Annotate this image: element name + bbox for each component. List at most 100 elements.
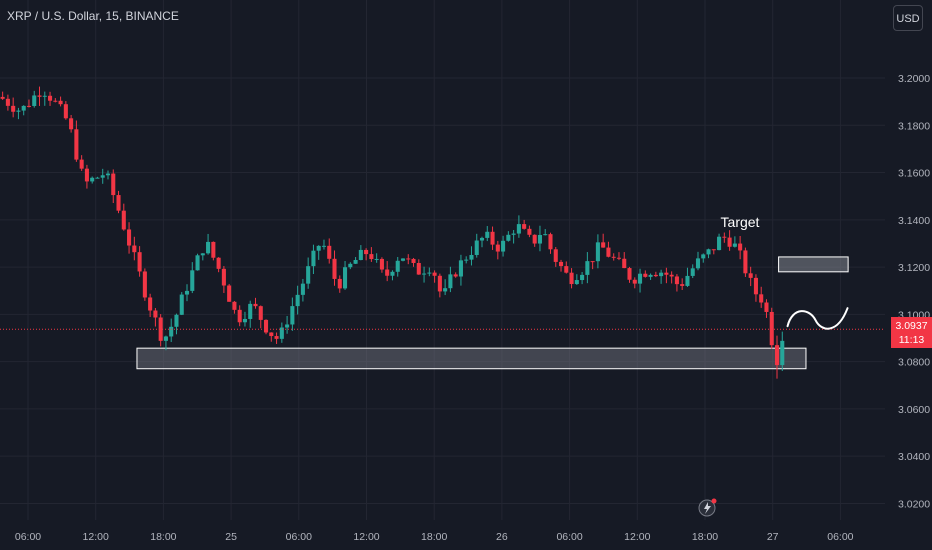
candle-body xyxy=(469,254,474,260)
candle-body xyxy=(574,280,579,285)
candle-body xyxy=(353,260,358,264)
candle-body xyxy=(743,250,748,274)
candle-body xyxy=(163,336,168,341)
candle-body xyxy=(158,317,163,341)
candle-body xyxy=(506,234,511,241)
y-tick-label: 3.1400 xyxy=(898,215,930,227)
x-tick-label: 18:00 xyxy=(692,531,718,543)
candle-body xyxy=(590,261,595,263)
candle-body xyxy=(753,277,758,295)
candle-body xyxy=(190,270,195,291)
candle-body xyxy=(195,255,200,271)
candle-body xyxy=(548,234,553,250)
candle-body xyxy=(411,258,416,263)
candle-body xyxy=(343,267,348,289)
candle-body xyxy=(311,250,316,267)
candle-body xyxy=(501,240,506,252)
candle-body xyxy=(374,258,379,260)
candle-body xyxy=(332,258,337,279)
candle-body xyxy=(511,233,516,235)
candle-body xyxy=(174,314,179,327)
y-tick-label: 3.1600 xyxy=(898,168,930,180)
candle-body xyxy=(327,245,332,259)
candle-body xyxy=(522,224,527,229)
candle-body xyxy=(348,263,353,268)
symbol-title[interactable]: XRP / U.S. Dollar, 15, BINANCE xyxy=(7,9,179,23)
candle-body xyxy=(100,175,105,178)
candle-body xyxy=(585,261,590,275)
candle-body xyxy=(337,278,342,289)
candle-body xyxy=(685,275,690,286)
candle-body xyxy=(638,273,643,284)
y-tick-label: 3.0200 xyxy=(898,498,930,510)
candle-body xyxy=(306,266,311,284)
candle-body xyxy=(53,100,58,102)
candle-body xyxy=(416,262,421,275)
candle-body xyxy=(564,266,569,273)
candle-body xyxy=(142,271,147,298)
candle-body xyxy=(727,237,732,247)
projection-curve[interactable] xyxy=(786,307,849,330)
candle-body xyxy=(437,275,442,292)
candle-body xyxy=(427,272,432,274)
candle-body xyxy=(537,234,542,244)
target-zone[interactable] xyxy=(778,256,849,273)
candle-body xyxy=(137,252,142,272)
candle-body xyxy=(490,231,495,245)
candle-body xyxy=(580,274,585,281)
x-tick-label: 06:00 xyxy=(15,531,41,543)
x-tick-label: 12:00 xyxy=(83,531,109,543)
candle-body xyxy=(643,273,648,277)
candle-body xyxy=(569,272,574,285)
candle-body xyxy=(369,254,374,260)
candle-body xyxy=(648,274,653,277)
candle-body xyxy=(111,173,116,196)
candle-body xyxy=(42,95,47,97)
x-tick-label: 27 xyxy=(767,531,779,543)
candle-body xyxy=(300,283,305,295)
candle-body xyxy=(274,336,279,339)
candle-body xyxy=(395,260,400,272)
candle-body xyxy=(5,98,10,106)
candle-body xyxy=(422,273,427,275)
candle-body xyxy=(695,258,701,269)
candle-body xyxy=(127,229,132,246)
support-zone[interactable] xyxy=(136,347,807,370)
candle-body xyxy=(248,303,253,319)
candle-body xyxy=(232,301,237,310)
current-price-label: 3.0937 11:13 xyxy=(891,317,932,348)
candle-body xyxy=(653,274,658,277)
candle-body xyxy=(321,245,327,247)
candle-body xyxy=(443,288,448,292)
candle-body xyxy=(606,247,611,257)
candle-body xyxy=(532,234,537,244)
candle-body xyxy=(385,269,390,276)
candle-body xyxy=(474,240,479,255)
currency-button[interactable]: USD xyxy=(893,5,923,31)
y-tick-label: 3.1200 xyxy=(898,262,930,274)
candle-body xyxy=(358,249,363,261)
candle-body xyxy=(664,272,669,275)
candle-body xyxy=(132,245,137,253)
candle-body xyxy=(400,258,406,261)
candle-body xyxy=(211,241,216,258)
candle-body xyxy=(406,258,411,260)
candle-body xyxy=(711,249,716,251)
target-label: Target xyxy=(721,214,760,230)
candle-body xyxy=(780,340,785,366)
candle-body xyxy=(116,195,121,211)
candle-body xyxy=(616,257,622,259)
candle-body xyxy=(432,272,437,276)
candle-body xyxy=(732,243,737,247)
candle-body xyxy=(69,118,74,130)
current-price-value: 3.0937 xyxy=(895,320,928,332)
candle-body xyxy=(216,257,221,269)
candle-body xyxy=(479,237,485,241)
candle-body xyxy=(58,100,63,105)
candle-body xyxy=(769,311,774,346)
candle-body xyxy=(258,306,263,320)
x-tick-label: 06:00 xyxy=(556,531,582,543)
candle-body xyxy=(390,271,395,276)
candle-body xyxy=(543,234,548,236)
